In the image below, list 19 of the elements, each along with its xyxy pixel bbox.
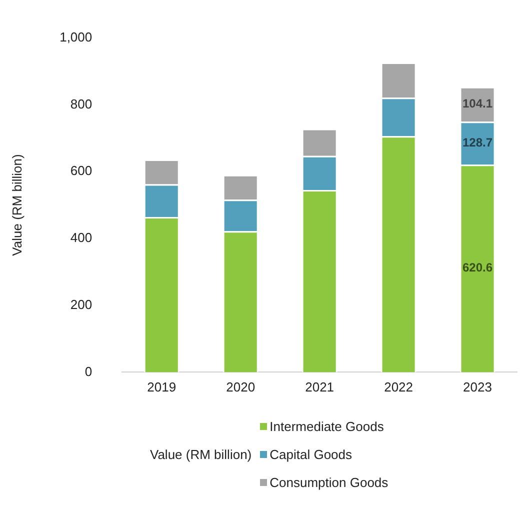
y-tick-label: 1,000 <box>60 29 92 44</box>
legend-title: Value (RM billion) <box>150 446 252 462</box>
y-axis-title: Value (RM billion) <box>9 154 24 256</box>
y-tick-label: 600 <box>70 163 92 178</box>
y-tick-label: 200 <box>70 296 92 312</box>
x-tick-label: 2022 <box>384 380 413 395</box>
x-tick-label: 2023 <box>463 380 492 395</box>
legend-label: Consumption Goods <box>270 474 388 490</box>
x-tick-label: 2019 <box>147 380 176 395</box>
y-tick-label: 800 <box>70 96 92 112</box>
y-tick-label: 400 <box>70 230 92 246</box>
data-label: 620.6 <box>462 260 493 275</box>
x-tick-label: 2020 <box>226 380 256 395</box>
data-label: 104.1 <box>462 96 493 111</box>
y-tick-label: 0 <box>84 364 92 379</box>
legend-label: Capital Goods <box>270 446 352 462</box>
data-label: 128.7 <box>462 135 493 150</box>
legend-label: Intermediate Goods <box>270 418 384 434</box>
x-tick-label: 2021 <box>305 380 334 395</box>
